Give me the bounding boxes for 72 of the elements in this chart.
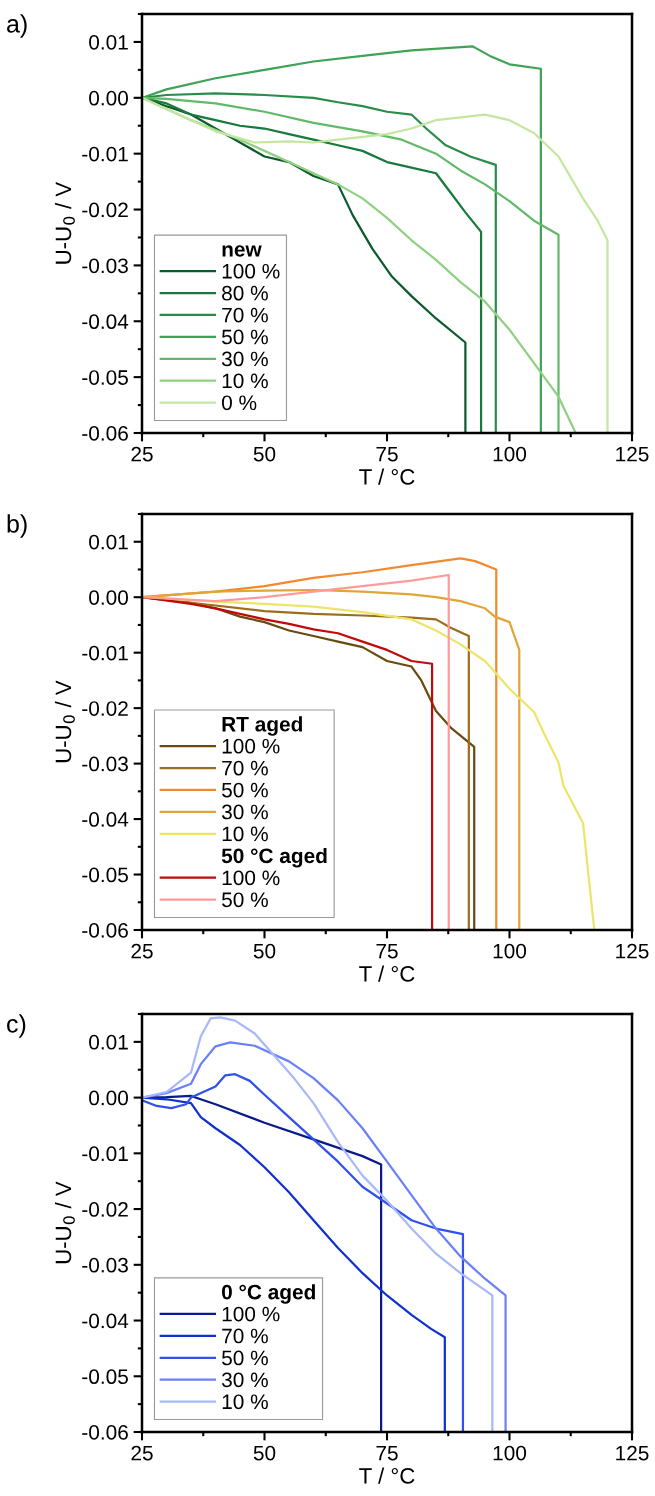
legend-label: 70 %: [222, 760, 268, 776]
legend-label: 10 %: [222, 373, 268, 389]
legend-label: 50 %: [222, 329, 268, 345]
y-tick-label: -0.04: [82, 1313, 129, 1329]
legend-label: 50 %: [222, 782, 268, 798]
y-tick-label: -0.01: [82, 1146, 128, 1162]
y-tick-label: -0.04: [82, 314, 129, 330]
legend-label: 50 %: [222, 892, 268, 908]
chart-title: c): [7, 1014, 26, 1038]
x-tick-label: 50: [253, 943, 276, 959]
y-tick-label: -0.06: [82, 1425, 128, 1440]
y-tick-label: 0.01: [89, 534, 128, 550]
legend-label: 0 %: [221, 395, 257, 411]
y-tick-label: 0.00: [89, 1090, 128, 1106]
x-tick-label: 125: [616, 943, 649, 959]
annotation: 50 °C aged: [221, 847, 327, 868]
y-tick-label: -0.05: [82, 370, 128, 385]
y-tick-label: 0.00: [89, 590, 128, 605]
y-tick-label: 0.01: [89, 1034, 128, 1050]
y-tick-label: -0.02: [82, 701, 128, 716]
x-axis-title: T / °C: [359, 1467, 415, 1484]
x-tick-label: 100: [493, 943, 527, 959]
y-tick-label: -0.06: [82, 426, 128, 441]
y-tick-label: -0.04: [82, 812, 129, 827]
y-tick-label: -0.03: [82, 756, 128, 772]
x-axis-title: T / °C: [359, 965, 415, 982]
x-tick-label: 25: [131, 446, 153, 462]
legend-label: 30 %: [221, 804, 268, 820]
y-tick-label: -0.06: [82, 923, 128, 938]
x-tick-label: 75: [376, 943, 398, 959]
legend-title: 0 °C aged: [221, 1284, 315, 1304]
chart-title: a): [7, 14, 27, 38]
legend-label: 30 %: [221, 1372, 268, 1388]
x-tick-label: 125: [616, 1445, 649, 1461]
legend-label: 10 %: [222, 826, 268, 842]
y-tick-label: -0.05: [82, 1369, 128, 1385]
chart-title: b): [7, 514, 27, 538]
y-tick-label: -0.05: [82, 867, 128, 883]
y-tick-label: -0.03: [82, 1257, 128, 1273]
legend-label: 10 %: [222, 1394, 268, 1410]
x-tick-label: 50: [253, 1445, 276, 1461]
legend-label: 70 %: [222, 307, 268, 323]
legend-title: RT aged: [222, 716, 302, 736]
x-tick-label: 100: [493, 1445, 527, 1461]
legend-label: 70 %: [222, 1328, 268, 1344]
y-axis-title: U-U$_{0}$ / V: [54, 1181, 75, 1264]
x-axis-title: T / °C: [359, 468, 415, 485]
line-series: [142, 45, 542, 433]
y-tick-label: -0.02: [82, 202, 128, 218]
y-tick-label: -0.01: [82, 645, 128, 661]
legend-label: 100 %: [222, 1306, 280, 1322]
x-tick-label: 75: [376, 446, 398, 462]
y-tick-label: 0.01: [89, 34, 128, 50]
y-tick-label: -0.01: [82, 146, 128, 162]
legend-title: new: [222, 245, 262, 257]
y-tick-label: 0.00: [89, 90, 128, 106]
legend-label: 100 %: [222, 870, 280, 886]
legend-label: 80 %: [222, 285, 268, 301]
y-axis-title: U-U$_{0}$ / V: [54, 680, 75, 763]
legend-label: 30 %: [221, 351, 268, 367]
y-tick-label: -0.03: [82, 258, 128, 274]
x-tick-label: 25: [131, 943, 153, 959]
x-tick-label: 125: [616, 446, 649, 462]
y-tick-label: -0.02: [82, 1202, 128, 1217]
legend-label: 100 %: [222, 738, 280, 754]
x-tick-label: 100: [493, 446, 527, 462]
x-tick-label: 25: [131, 1445, 153, 1461]
legend-label: 50 %: [222, 1350, 268, 1366]
x-tick-label: 75: [376, 1445, 398, 1461]
x-tick-label: 50: [253, 446, 276, 462]
legend-label: 100 %: [222, 263, 280, 279]
y-axis-title: U-U$_{0}$ / V: [54, 181, 75, 264]
